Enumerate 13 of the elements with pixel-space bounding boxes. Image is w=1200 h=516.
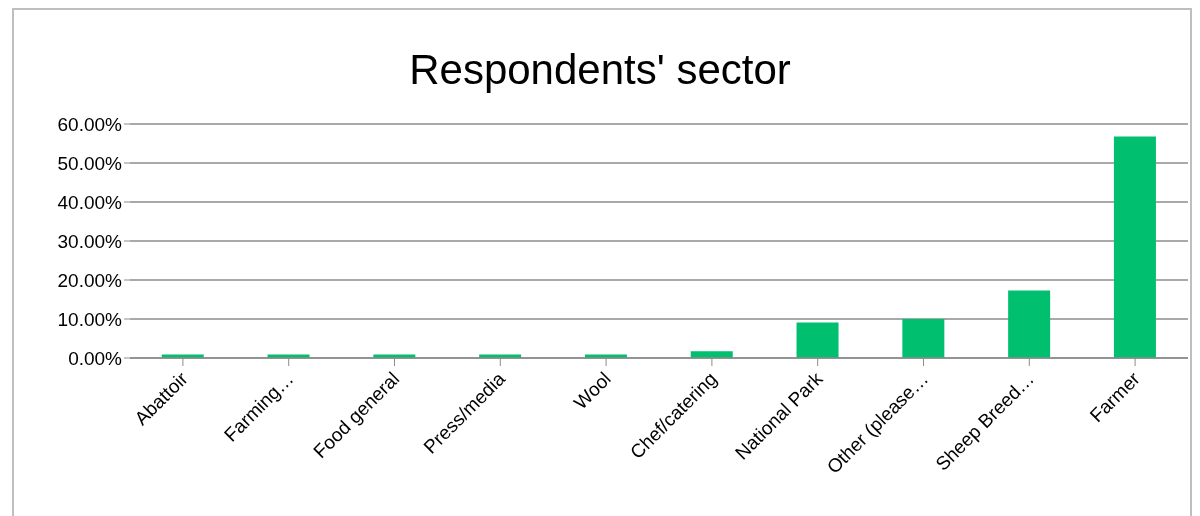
y-tick-label: 60.00%: [57, 113, 123, 135]
bar: [902, 319, 945, 358]
y-tick-label: 30.00%: [57, 230, 123, 252]
chart-title: Respondents' sector: [408, 46, 792, 94]
bar: [1113, 136, 1156, 358]
y-tick-label: 50.00%: [57, 152, 123, 174]
y-tick-label: 0.00%: [68, 347, 123, 369]
y-tick-label: 40.00%: [57, 191, 123, 213]
y-tick-label: 10.00%: [57, 308, 123, 330]
bar: [690, 351, 733, 358]
bar: [796, 322, 839, 358]
bar: [1008, 290, 1051, 358]
y-tick-label: 20.00%: [57, 269, 123, 291]
